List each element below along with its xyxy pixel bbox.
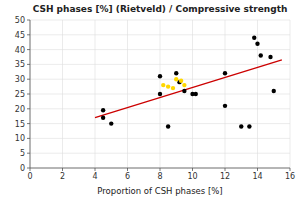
point <box>171 86 175 90</box>
title: CSH phases [%] (Rietveld) / Compressive … <box>33 4 288 14</box>
x-axis <box>30 168 290 169</box>
tick-y <box>27 123 30 124</box>
point <box>239 124 243 128</box>
tick-label-y: 20 <box>15 105 25 114</box>
point <box>259 53 263 57</box>
point <box>166 84 170 88</box>
tick-x <box>95 168 96 171</box>
point <box>161 83 165 87</box>
point <box>247 124 251 128</box>
grid-line-y <box>30 64 290 65</box>
tick-y <box>27 34 30 35</box>
tick-label-y: 0 <box>20 164 25 173</box>
point <box>166 124 170 128</box>
tick-label-y: 50 <box>15 16 25 25</box>
tick-label-y: 45 <box>15 31 25 40</box>
point <box>109 121 113 125</box>
tick-label-y: 40 <box>15 46 25 55</box>
tick-label-y: 25 <box>15 90 25 99</box>
tick-y <box>27 20 30 21</box>
lines <box>95 60 282 118</box>
point <box>158 92 162 96</box>
tick-y <box>27 49 30 50</box>
tick-x <box>192 168 193 171</box>
grid-line-y <box>30 49 290 50</box>
point <box>255 41 259 45</box>
tick-x <box>290 168 291 171</box>
point <box>252 36 256 40</box>
grid-line-y <box>30 153 290 154</box>
grid-line-y <box>30 168 290 169</box>
point <box>223 71 227 75</box>
tick-label-x: 10 <box>187 172 197 181</box>
point <box>174 71 178 75</box>
tick-x <box>160 168 161 171</box>
tick-y <box>27 153 30 154</box>
tick-label-x: 0 <box>27 172 32 181</box>
y-axis <box>30 20 31 168</box>
tick-label-y: 35 <box>15 60 25 69</box>
tick-label-x: 4 <box>92 172 97 181</box>
point <box>272 89 276 93</box>
tick-label-y: 5 <box>20 149 25 158</box>
grid-line-y <box>30 138 290 139</box>
grid-line-x <box>30 20 31 168</box>
point <box>101 108 105 112</box>
tick-y <box>27 94 30 95</box>
tick-x <box>257 168 258 171</box>
tick-label-y: 15 <box>15 120 25 129</box>
chart: 0 2 4 6 8 10 12 14 16 0 5 10 15 20 25 30 35 40 45 50 CSH pha… <box>0 0 300 200</box>
point <box>101 115 105 119</box>
tick-label-x: 12 <box>220 172 230 181</box>
point <box>158 74 162 78</box>
point <box>179 78 183 82</box>
tick-y <box>27 79 30 80</box>
tick-y <box>27 64 30 65</box>
grid-line-y <box>30 20 290 21</box>
tick-y <box>27 168 30 169</box>
point <box>174 77 178 81</box>
point <box>223 104 227 108</box>
tick-x <box>225 168 226 171</box>
tick-label-x: 8 <box>157 172 162 181</box>
grid <box>30 20 290 168</box>
grid-line-y <box>30 108 290 109</box>
tick-x <box>127 168 128 171</box>
point <box>194 92 198 96</box>
tick-label-x: 2 <box>60 172 65 181</box>
plot-area <box>95 36 282 129</box>
point <box>268 55 272 59</box>
point <box>182 83 186 87</box>
tick-label-y: 10 <box>15 134 25 143</box>
tick-label-x: 16 <box>285 172 295 181</box>
grid-line-y <box>30 34 290 35</box>
trend-line <box>95 60 282 118</box>
tick-x <box>30 168 31 171</box>
x-label: Proportion of CSH phases [%] <box>97 186 222 196</box>
grid-line-y <box>30 79 290 80</box>
tick-label-y: 30 <box>15 75 25 84</box>
grid-line-y <box>30 123 290 124</box>
point <box>182 89 186 93</box>
tick-label-x: 14 <box>252 172 262 181</box>
tick-y <box>27 138 30 139</box>
tick-label-x: 6 <box>125 172 130 181</box>
tick-x <box>62 168 63 171</box>
tick-y <box>27 108 30 109</box>
points <box>101 36 276 129</box>
